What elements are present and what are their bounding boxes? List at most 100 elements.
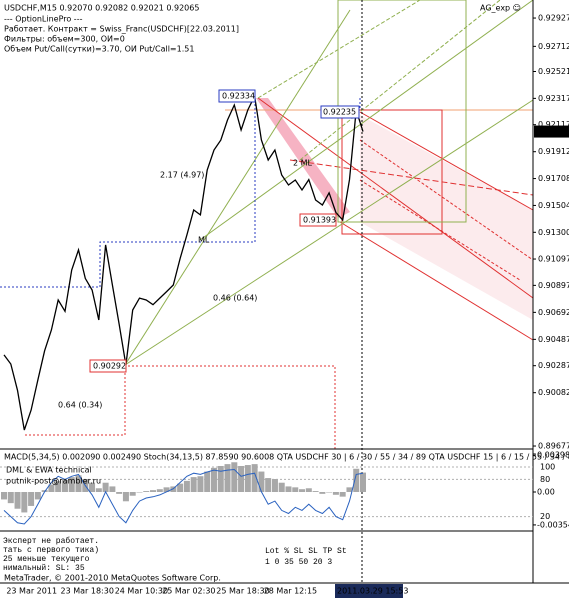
expert-name: AG_exp ☺ [480,4,521,13]
x-tick-label: 25 Mar 02:30 [162,587,215,596]
macd-bar [95,488,102,492]
x-tick-label: 24 Mar 10:30 [115,587,168,596]
macd-bar [177,483,184,492]
y-tick-label: 0.90287 [538,361,569,370]
guide [0,98,256,288]
x-tick-label: 23 Mar 2011 [6,587,57,596]
current-price-box [534,125,569,138]
y-tick-label: 0.91912 [538,147,569,156]
fork [359,179,521,281]
box [341,109,443,235]
macd-bar [163,487,170,492]
y-tick-label: 0.92117 [538,120,569,129]
macd-bar [312,491,319,492]
macd-bar [299,489,306,492]
x-tick-label: 2011.03.29 15:53 [337,587,408,596]
channel [360,115,533,320]
y-tick-label: 0.90692 [538,308,569,317]
macd-bar [353,468,360,492]
y-tick-label: 0.90487 [538,335,569,344]
macd-bar [190,477,197,492]
macd-bar [116,491,123,494]
y-tick-label: 0.00 [537,487,555,496]
macd-bar [231,462,238,492]
macd-bar [109,486,116,492]
macd-bar [326,491,333,493]
info-line: Объем Put/Call(сутки)=3.70, ОИ Put/Call=… [4,45,194,54]
price-box [218,89,256,103]
header: USDCHF,M15 0.92070 0.92082 0.92021 0.920… [4,4,521,13]
macd-bar [305,488,312,492]
macd-bar [292,487,299,492]
macd-bar [1,491,7,500]
macd-bar [251,464,258,492]
macd-bar [48,484,55,492]
y2-tick-label: 100 [540,462,555,471]
y2-tick-label: 80 [540,475,550,484]
price-box [89,359,127,373]
macd-bar [136,491,143,493]
y-tick-label: 0.92521 [538,67,569,76]
fork [339,221,534,341]
annotation: 0.64 (0.34) [58,401,102,410]
macd-bar [143,491,150,492]
y-tick-label: 0.91504 [538,201,569,210]
y-tick-label: 0.92712 [538,42,569,51]
macd-bar [7,491,14,504]
expert-message: нимальный: SL: 35 [3,564,85,573]
stoch-line [3,468,364,525]
symbol-line: USDCHF,M15 0.92070 0.92082 0.92021 0.920… [4,4,199,13]
macd-bar [61,479,68,492]
fan [257,0,421,99]
y2-tick-label: 20 [540,512,550,521]
fan [124,99,534,366]
macd-bar [21,491,28,513]
indicator-note: putnik-post@rambler.ru [6,477,101,486]
y-tick-label: 0.91708 [538,174,569,183]
macd-bar [68,477,75,492]
y-tick-label: 0.92317 [538,94,569,103]
indicator-note: DML & EWA technical [6,466,92,475]
macd-bar [204,471,211,492]
price-label: 0.91393 [303,216,336,225]
y-tick-label: 0.91300 [538,228,569,237]
fan [299,0,501,161]
macd-bar [156,489,163,492]
price-box [299,213,337,227]
expert-table: Lot % SL SL TP St [265,547,347,556]
macd-bar [34,491,41,500]
macd-bar [129,491,136,496]
y-tick-label: -0.003543 [537,520,569,529]
macd-bar [278,482,285,492]
annotation: 2.17 (4.97) [160,171,204,180]
y-tick-label: 0.90082 [538,388,569,397]
price-box [320,105,360,119]
info-line: --- OptionLinePro --- [4,15,83,24]
indicator-title: MACD(5,34,5) 0.002090 0.002490 Stoch(34,… [4,453,569,462]
price-label: 0.90292 [93,362,126,371]
macd-bar [360,472,366,492]
x-tick-label: 25 Mar 18:30 [216,587,269,596]
y-tick-label: 0.91097 [538,255,569,264]
annotation: 0.92235 [323,108,356,117]
expert-message: 25 меньше текущего [3,555,90,564]
expert-table: 1 0 35 50 20 3 [265,558,332,567]
macd-bar [339,491,346,497]
y-tick-label: 0.90897 [538,281,569,290]
macd-bar [210,467,217,492]
price-label: 0.92334 [222,92,255,101]
macd-bar [28,491,35,506]
macd-bar [75,475,82,492]
macd-bar [244,465,251,492]
macd-bar [55,480,62,492]
fork [359,111,534,211]
macd-bar [346,487,353,492]
y-tick-label: 0.92927 [538,14,569,23]
info-line: Работает. Контракт = Swiss_Franc(USDCHF)… [4,25,239,34]
price-line [3,93,364,431]
macd-bar [332,491,339,495]
annotation: 0.46 (0.64) [213,294,257,303]
macd-bar [217,465,224,492]
current-price: 0.92065 [536,127,569,136]
